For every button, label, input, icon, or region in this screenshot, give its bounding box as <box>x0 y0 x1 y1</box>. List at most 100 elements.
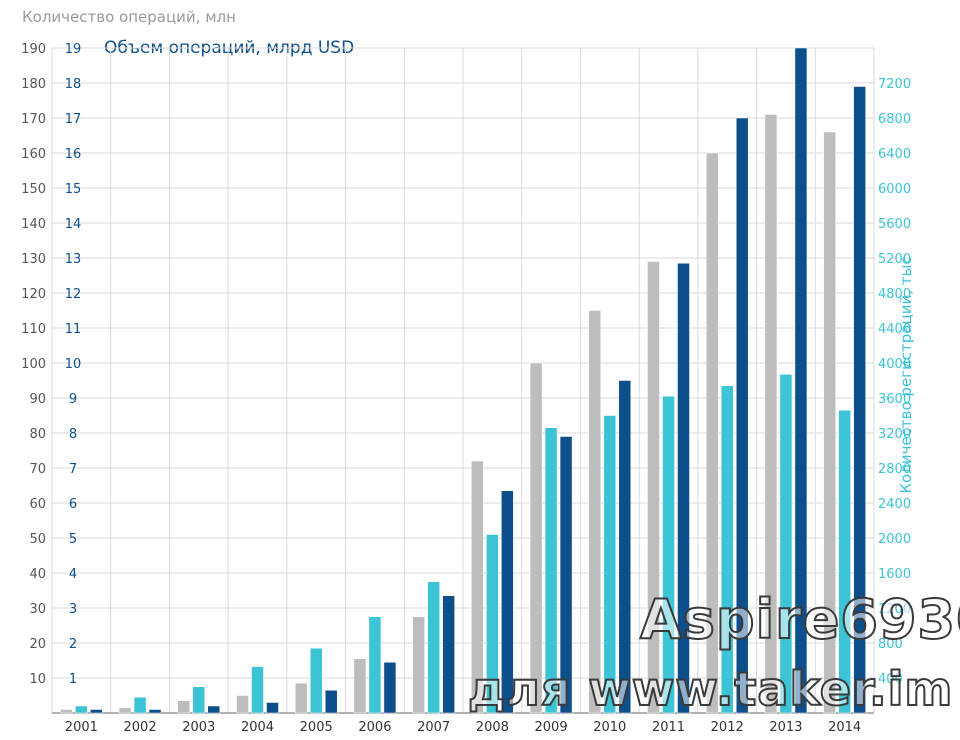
bar-right <box>720 385 734 714</box>
bar-right <box>309 648 323 714</box>
bar-blue <box>559 436 573 714</box>
bar-left <box>705 152 719 714</box>
left-axis-tick-label: 100 <box>21 357 46 372</box>
left-axis-tick-label: 90 <box>29 392 46 407</box>
right-axis-tick-label: 2400 <box>878 497 911 512</box>
x-axis-tick-label: 2003 <box>182 720 215 735</box>
right-axis-tick-label: 6800 <box>878 112 911 127</box>
right-axis-tick-label: 3200 <box>878 427 911 442</box>
volume-axis-tick-label: 7 <box>69 462 77 477</box>
volume-axis-tick-label: 19 <box>65 42 82 57</box>
right-axis-tick-label: 6400 <box>878 147 911 162</box>
bar-right <box>251 666 264 714</box>
bar-blue <box>148 709 162 714</box>
volume-axis-tick-label: 12 <box>65 287 82 302</box>
volume-axis-tick-label: 3 <box>69 602 77 617</box>
bar-left <box>177 700 191 714</box>
left-axis-tick-label: 110 <box>21 322 46 337</box>
left-axis-tick-label: 150 <box>21 182 46 197</box>
bar-blue <box>853 86 866 714</box>
bar-right <box>133 697 147 714</box>
bar-right <box>486 534 499 714</box>
bar-blue <box>442 595 455 714</box>
bar-right <box>838 410 851 714</box>
left-axis-tick-label: 60 <box>29 497 46 512</box>
volume-axis-tick-label: 9 <box>69 392 77 407</box>
bar-blue <box>677 263 690 714</box>
right-axis-tick-label: 4800 <box>878 287 911 302</box>
right-axis-tick-label: 3600 <box>878 392 911 407</box>
left-axis-tick-label: 30 <box>29 602 46 617</box>
right-axis-tick-label: 2800 <box>878 462 911 477</box>
bar-left <box>236 695 249 714</box>
x-axis-tick-label: 2009 <box>535 720 568 735</box>
right-axis-tick-label: 4000 <box>878 357 911 372</box>
bar-blue <box>618 380 632 714</box>
bar-blue <box>794 47 808 714</box>
volume-axis-tick-label: 11 <box>65 322 82 337</box>
bar-right <box>603 415 617 714</box>
left-axis-tick-label: 140 <box>21 217 46 232</box>
volume-axis-tick-label: 15 <box>65 182 82 197</box>
left-axis-tick-label: 40 <box>29 567 46 582</box>
volume-axis-tick-label: 6 <box>69 497 77 512</box>
bar-left <box>60 709 73 714</box>
right-axis-tick-label: 2000 <box>878 532 911 547</box>
bar-left <box>529 362 543 714</box>
x-axis-tick-label: 2007 <box>417 720 450 735</box>
bar-left <box>471 460 484 714</box>
bar-blue <box>735 117 749 714</box>
left-axis-tick-label: 80 <box>29 427 46 442</box>
bar-blue <box>207 705 221 714</box>
right-axis-tick-label: 5600 <box>878 217 911 232</box>
bar-left <box>588 310 602 714</box>
x-axis-tick-label: 2002 <box>124 720 157 735</box>
x-axis-tick-label: 2008 <box>476 720 509 735</box>
x-axis-tick-label: 2004 <box>241 720 274 735</box>
volume-axis-tick-label: 4 <box>69 567 77 582</box>
bar-right <box>75 705 88 714</box>
bar-right <box>779 374 793 714</box>
volume-axis-tick-label: 18 <box>65 77 82 92</box>
bar-left <box>353 658 367 714</box>
x-axis-tick-label: 2012 <box>711 720 744 735</box>
bar-right <box>544 427 558 714</box>
left-axis-title: Количество операций, млн <box>22 8 236 26</box>
watermark-line-1: Aspire6930 <box>639 587 960 652</box>
right-axis-tick-label: 1200 <box>878 602 911 617</box>
right-axis-tick-label: 1600 <box>878 567 911 582</box>
left-axis-tick-label: 180 <box>21 77 46 92</box>
bar-left <box>823 131 836 714</box>
bar-blue <box>266 702 279 714</box>
left-axis-tick-label: 10 <box>29 672 46 687</box>
right-axis-tick-label: 6000 <box>878 182 911 197</box>
x-axis-tick-label: 2013 <box>769 720 802 735</box>
left-axis-tick-label: 190 <box>21 42 46 57</box>
x-axis-tick-label: 2010 <box>593 720 626 735</box>
left-axis-tick-label: 120 <box>21 287 46 302</box>
right-axis-tick-label: 4400 <box>878 322 911 337</box>
volume-axis-tick-label: 8 <box>69 427 77 442</box>
volume-axis-tick-label: 1 <box>69 672 77 687</box>
volume-axis-tick-label: 17 <box>65 112 82 127</box>
bar-left <box>294 683 308 714</box>
bar-right <box>192 686 206 714</box>
left-axis-tick-label: 70 <box>29 462 46 477</box>
volume-axis-tick-label: 13 <box>65 252 82 267</box>
volume-axis-tick-label: 5 <box>69 532 77 547</box>
left-axis-tick-label: 50 <box>29 532 46 547</box>
x-axis-tick-label: 2014 <box>828 720 861 735</box>
right-axis-tick-label: 5200 <box>878 252 911 267</box>
bar-left <box>647 261 660 714</box>
bar-blue <box>90 709 103 714</box>
left-axis-tick-label: 20 <box>29 637 46 652</box>
watermark-line-2: для www.taker.im <box>467 661 954 717</box>
right-axis-tick-label: 400 <box>878 672 903 687</box>
volume-axis-tick-label: 14 <box>65 217 82 232</box>
bar-blue <box>383 662 397 714</box>
right-axis-tick-label: 7200 <box>878 77 911 92</box>
left-axis-tick-label: 160 <box>21 147 46 162</box>
volume-axis-tick-label: 16 <box>65 147 82 162</box>
bar-left <box>412 616 425 714</box>
